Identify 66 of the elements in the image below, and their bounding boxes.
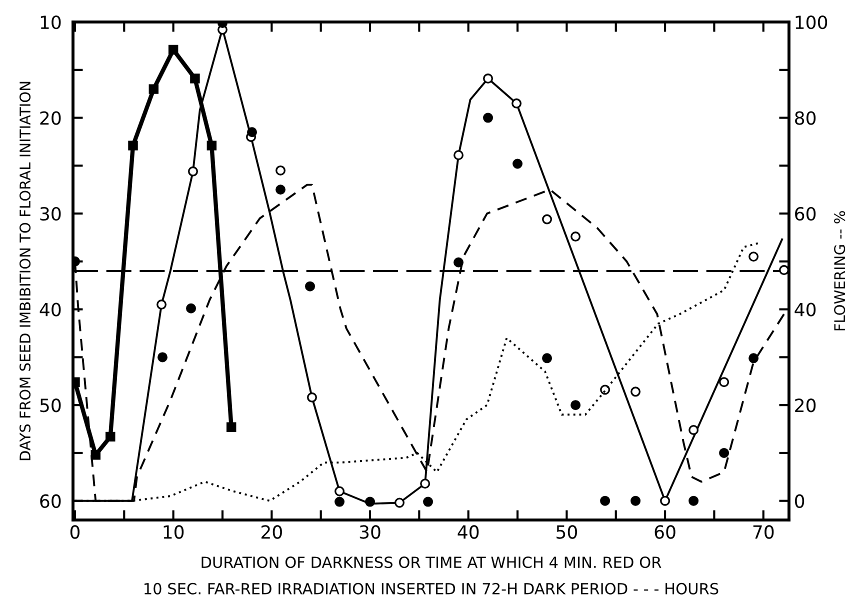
point <box>128 140 138 150</box>
point <box>779 265 789 276</box>
point <box>600 496 610 506</box>
point <box>156 300 167 310</box>
point <box>660 496 670 506</box>
point <box>276 165 286 176</box>
point <box>483 112 494 123</box>
y2-tick-label: 0 <box>795 494 804 508</box>
x-tick-label: 60 <box>654 525 676 539</box>
point <box>168 44 178 55</box>
y-tick-label: 20 <box>40 111 61 125</box>
point <box>748 353 759 364</box>
point <box>106 432 116 442</box>
point <box>190 74 200 84</box>
y-axis-title: DAYS FROM SEED IMBIBITION TO FLORAL INITIATION <box>20 82 31 460</box>
point <box>226 422 236 432</box>
point <box>570 400 581 410</box>
point <box>420 478 430 489</box>
x-tick-label: 10 <box>164 525 184 539</box>
y2-axis-title: FLOWERING -- % <box>834 211 846 330</box>
point <box>206 140 217 150</box>
y-tick-label: 10 <box>40 15 61 30</box>
y-tick-label: 60 <box>40 494 61 508</box>
y2-tick-label: 100 <box>796 15 828 30</box>
point <box>630 386 641 397</box>
point <box>688 496 699 506</box>
x-tick-label: 50 <box>556 525 577 539</box>
y2-tick-label: 80 <box>795 111 816 125</box>
point <box>748 252 759 262</box>
point <box>334 496 345 507</box>
point <box>365 496 376 507</box>
point <box>306 392 317 402</box>
point <box>630 496 641 506</box>
point <box>512 98 522 108</box>
point <box>719 377 730 388</box>
point <box>276 184 286 195</box>
point <box>186 303 196 314</box>
point <box>247 127 257 138</box>
point <box>512 158 523 169</box>
y2-tick-label: 20 <box>795 398 816 412</box>
x-tick-label: 40 <box>458 525 479 539</box>
point <box>423 496 434 507</box>
point <box>188 166 198 176</box>
point <box>334 486 345 496</box>
point <box>719 448 730 458</box>
point <box>305 281 316 292</box>
y-tick-label: 40 <box>40 302 61 316</box>
x-tick-label: 0 <box>70 525 80 539</box>
point <box>394 498 405 508</box>
point <box>158 352 168 362</box>
point <box>483 74 494 84</box>
point <box>454 257 464 268</box>
x-axis-title: DURATION OF DARKNESS OR TIME AT WHICH 4 MIN. RED OR 10 SEC. FAR-RED IRRADIATION INSERTED IN 72-H DARK PERIOD - - - HOURS <box>144 556 718 594</box>
y2-tick-label: 40 <box>794 302 816 316</box>
x-tick-label: 70 <box>753 525 774 539</box>
point <box>148 84 159 94</box>
point <box>542 353 552 364</box>
x-tick-label: 20 <box>262 525 282 539</box>
point <box>688 424 699 435</box>
x-tick-label: 30 <box>360 525 380 539</box>
point <box>542 214 552 224</box>
y-tick-label: 50 <box>40 398 61 412</box>
point <box>454 150 464 160</box>
y-tick-label: 30 <box>40 207 61 221</box>
y2-tick-label: 60 <box>795 207 816 221</box>
point <box>570 232 581 242</box>
